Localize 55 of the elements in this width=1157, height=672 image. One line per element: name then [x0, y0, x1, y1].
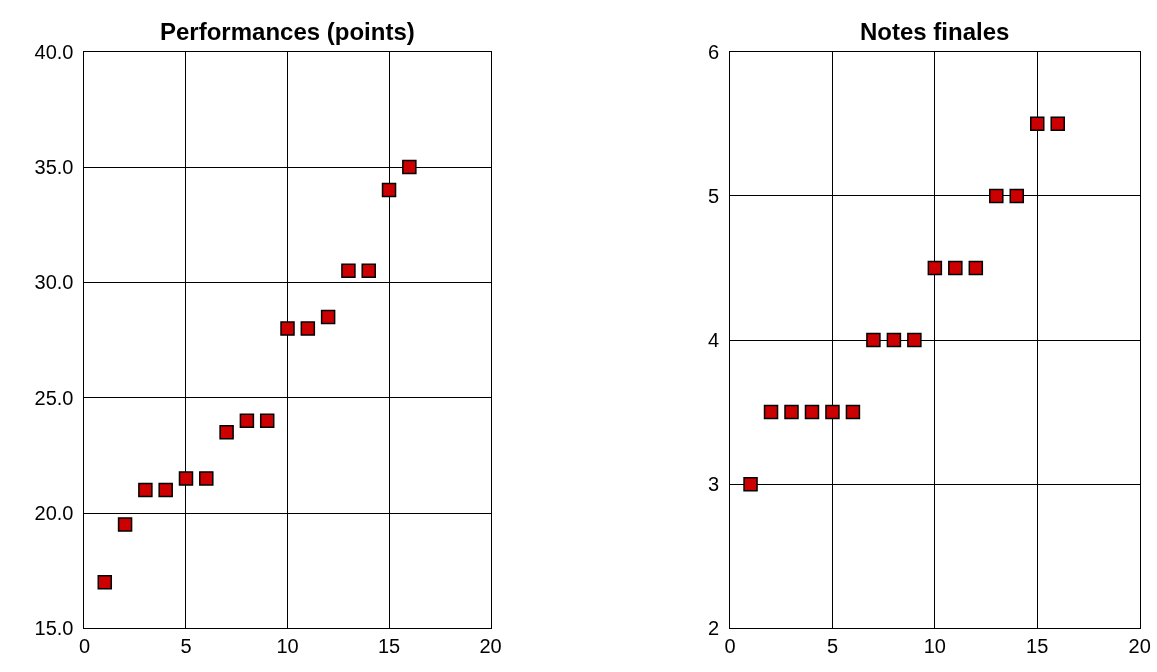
point [886, 332, 902, 348]
x-tick-label: 10 [923, 635, 946, 658]
point [907, 332, 922, 348]
point [927, 260, 943, 276]
point [1050, 116, 1065, 132]
point [97, 574, 113, 590]
y-tick-label: 6 [707, 40, 720, 63]
point [158, 482, 173, 498]
point [239, 413, 255, 428]
x-tick-label: 20 [1128, 635, 1151, 658]
y-tick-label: 5 [707, 184, 720, 207]
point [361, 263, 376, 279]
x-tick-label: 15 [377, 635, 401, 658]
point [866, 332, 881, 348]
point [199, 471, 214, 486]
point [320, 309, 336, 325]
chart-title: Performances (points) [160, 18, 415, 45]
point [804, 404, 820, 420]
point [300, 321, 316, 336]
y-tick-label: 3 [707, 473, 720, 496]
x-tick-label: 0 [724, 635, 736, 658]
point [743, 476, 758, 492]
point [280, 321, 295, 336]
y-tick-label: 15.0 [34, 617, 74, 640]
point [178, 471, 194, 486]
point [117, 517, 133, 532]
point [989, 188, 1004, 204]
y-tick-label: 25.0 [34, 386, 74, 409]
point [1009, 188, 1025, 204]
point [219, 425, 234, 440]
point [845, 404, 861, 420]
point [784, 404, 799, 420]
x-tick-label: 5 [180, 635, 192, 658]
y-tick-label: 35.0 [34, 156, 74, 179]
x-tick-label: 0 [78, 635, 91, 658]
point [968, 260, 984, 276]
chart-title: Notes finales [860, 18, 1010, 45]
y-tick-label: 30.0 [34, 271, 74, 294]
point [381, 182, 397, 198]
x-tick-label: 15 [1026, 635, 1049, 658]
x-tick-label: 10 [276, 635, 299, 658]
y-tick-label: 20.0 [34, 502, 74, 524]
point [138, 482, 153, 498]
y-tick-label: 40.0 [34, 40, 74, 63]
point [402, 159, 417, 175]
x-tick-label: 20 [479, 635, 502, 658]
point [341, 263, 356, 279]
point [259, 413, 275, 428]
y-tick-label: 2 [707, 617, 720, 640]
point [763, 404, 779, 420]
point [948, 260, 963, 276]
y-tick-label: 4 [707, 329, 720, 352]
point [825, 404, 840, 420]
x-tick-label: 5 [826, 635, 839, 658]
point [1030, 116, 1045, 132]
